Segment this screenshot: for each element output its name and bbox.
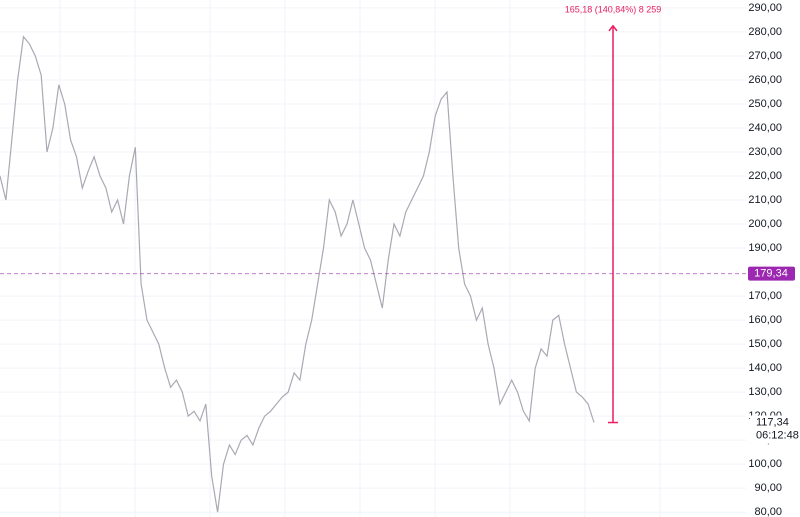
- y-tick-label: 270,00: [748, 50, 782, 62]
- y-tick-label: 100,00: [748, 458, 782, 470]
- y-tick-label: 130,00: [748, 386, 782, 398]
- y-tick-label: 230,00: [748, 146, 782, 158]
- y-tick-label: 150,00: [748, 338, 782, 350]
- last-price-label: 117,34: [756, 416, 789, 428]
- y-tick-label: 220,00: [748, 170, 782, 182]
- y-tick-label: 280,00: [748, 26, 782, 38]
- y-tick-label: 250,00: [748, 98, 782, 110]
- y-tick-label: 80,00: [754, 506, 782, 517]
- price-line: [0, 35, 595, 513]
- crosshair-label-bg: [748, 266, 795, 281]
- y-tick-label: 90,00: [754, 482, 782, 494]
- measure-head: [608, 24, 618, 32]
- crosshair-label: 179,34: [754, 268, 788, 280]
- y-tick-label: 260,00: [748, 74, 782, 86]
- y-tick-label: 160,00: [748, 314, 782, 326]
- y-tick-label: 200,00: [748, 218, 782, 230]
- y-tick-label: 240,00: [748, 122, 782, 134]
- last-price-time: 06:12:48: [756, 429, 799, 441]
- y-tick-label: 290,00: [748, 2, 782, 14]
- y-tick-label: 210,00: [748, 194, 782, 206]
- measure-label: 165,18 (140,84%) 8 259: [565, 4, 662, 14]
- last-price-bg: [750, 415, 800, 444]
- y-tick-label: 190,00: [748, 242, 782, 254]
- y-tick-label: 140,00: [748, 362, 782, 374]
- y-tick-label: 170,00: [748, 290, 782, 302]
